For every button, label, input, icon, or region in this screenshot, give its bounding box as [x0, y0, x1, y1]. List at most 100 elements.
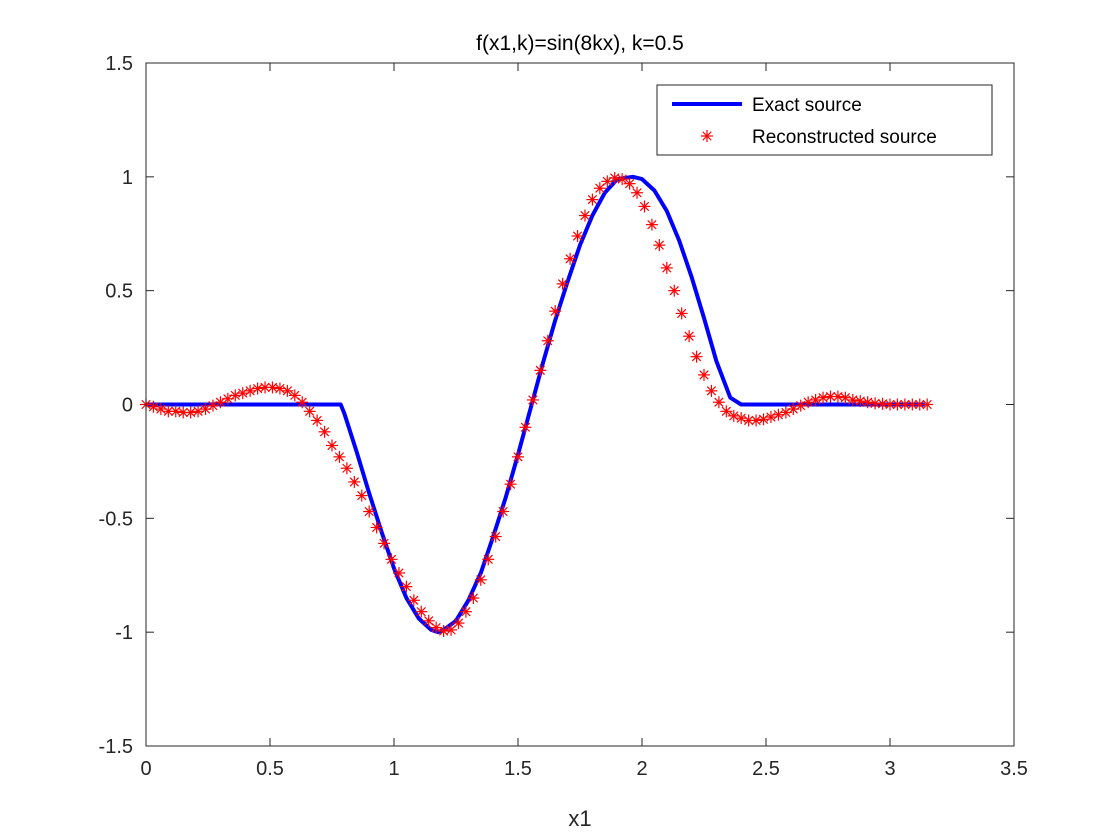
data-point — [512, 450, 524, 463]
data-point — [549, 305, 562, 318]
data-point — [660, 261, 673, 274]
data-point — [370, 521, 383, 534]
data-point — [296, 396, 309, 409]
y-tick-label: 1.5 — [105, 53, 133, 75]
data-point — [690, 350, 703, 363]
data-point — [564, 252, 577, 265]
data-point — [593, 182, 606, 195]
data-point — [318, 425, 331, 438]
data-point — [192, 405, 205, 418]
data-point — [831, 390, 844, 403]
data-point — [445, 623, 458, 636]
data-point — [407, 594, 420, 607]
data-point — [735, 412, 748, 425]
data-point — [489, 530, 502, 543]
x-tick-label: 2 — [636, 758, 647, 780]
data-point — [705, 384, 718, 397]
legend-marker-asterisk — [701, 130, 713, 142]
data-point — [854, 395, 867, 408]
x-tick-label: 1 — [388, 758, 399, 780]
data-point — [683, 330, 696, 343]
data-point — [452, 617, 465, 630]
data-point — [898, 398, 911, 411]
x-tick-label: 0 — [140, 758, 151, 780]
y-tick-label: -1.5 — [99, 736, 133, 758]
data-point — [772, 408, 785, 421]
data-point — [288, 389, 301, 402]
data-point — [608, 171, 621, 184]
data-point — [757, 413, 770, 426]
x-tick-label: 0.5 — [256, 758, 284, 780]
data-point — [861, 396, 874, 409]
data-point — [586, 193, 599, 206]
data-point — [363, 505, 376, 518]
data-point — [720, 405, 733, 418]
x-axis-ticks: 0 0.5 1 1.5 2 2.5 3 3.5 — [140, 63, 1028, 780]
legend-box — [656, 84, 993, 156]
x-tick-label: 3.5 — [1000, 758, 1028, 780]
data-point — [147, 400, 160, 413]
legend-swatch-reconstructed — [701, 130, 713, 142]
data-point — [437, 625, 450, 638]
data-point — [467, 592, 480, 605]
legend: Exact source Reconstructed source — [656, 84, 993, 156]
data-point — [326, 439, 338, 452]
data-point — [809, 393, 822, 406]
x-tick-label: 3 — [884, 758, 895, 780]
data-point — [541, 334, 554, 347]
data-point — [348, 475, 361, 488]
data-point — [266, 381, 279, 394]
y-tick-label: 0.5 — [105, 281, 133, 303]
series-line-exact-source — [146, 174, 925, 635]
data-point — [415, 605, 428, 618]
data-point — [712, 396, 725, 409]
data-point — [876, 397, 889, 410]
data-point — [251, 382, 264, 395]
y-tick-label: -1 — [115, 622, 133, 644]
data-point — [474, 573, 487, 586]
data-point — [578, 209, 591, 222]
data-point — [519, 421, 532, 434]
y-axis-ticks: -1.5 -1 -0.5 0 0.5 1 1.5 — [99, 53, 1014, 758]
data-point — [631, 186, 644, 199]
data-point — [601, 175, 614, 188]
data-point — [698, 368, 710, 381]
x-axis-label: x1 — [568, 806, 591, 831]
data-point — [385, 553, 398, 566]
data-point — [846, 393, 859, 406]
data-point — [668, 284, 681, 297]
data-point — [273, 382, 286, 395]
data-point — [400, 580, 413, 593]
data-point — [184, 406, 197, 419]
data-point — [378, 537, 391, 550]
data-point — [645, 218, 658, 231]
data-point — [355, 489, 368, 502]
series-markers-reconstructed-source — [140, 171, 934, 638]
data-point — [817, 391, 830, 404]
data-point — [906, 398, 919, 411]
data-point — [638, 200, 651, 213]
data-point — [281, 384, 294, 397]
data-point — [623, 177, 636, 190]
data-point — [921, 398, 934, 411]
x-tick-label: 2.5 — [752, 758, 780, 780]
data-point — [169, 405, 182, 418]
y-tick-label: 1 — [122, 167, 133, 189]
data-point — [534, 364, 547, 377]
data-point — [802, 396, 815, 409]
data-point — [504, 478, 517, 491]
data-point — [616, 173, 629, 186]
data-point — [526, 393, 539, 406]
data-point — [653, 239, 666, 252]
data-point — [556, 277, 569, 290]
data-point — [459, 605, 472, 618]
y-tick-label: 0 — [122, 395, 133, 417]
data-point — [497, 505, 510, 518]
data-point — [675, 307, 688, 320]
data-point — [891, 398, 904, 411]
data-point — [303, 405, 316, 418]
axes-box — [145, 62, 1015, 747]
data-point — [839, 391, 852, 404]
legend-label-reconstructed: Reconstructed source — [752, 127, 937, 148]
